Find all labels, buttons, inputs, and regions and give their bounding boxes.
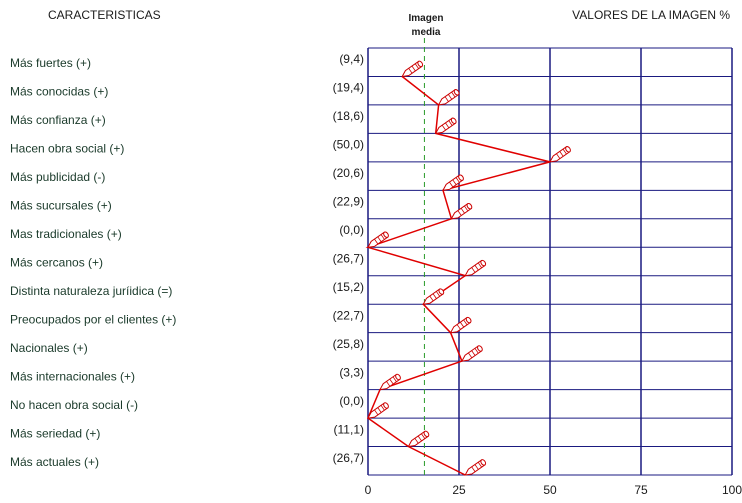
value-label: (26,7): [333, 451, 364, 465]
data-point-marker: [450, 202, 473, 220]
value-label: (25,8): [333, 337, 364, 351]
header-characteristics: CARACTERISTICAS: [48, 8, 161, 22]
category-label: No hacen obra social (-): [10, 398, 138, 412]
value-label: (11,1): [334, 422, 364, 436]
data-point-marker: [434, 117, 457, 135]
x-tick-label: 50: [543, 483, 557, 497]
x-tick-label: 25: [452, 483, 466, 497]
data-point-marker: [464, 259, 487, 277]
value-label: (9,4): [339, 52, 364, 66]
category-label: Más fuertes (+): [10, 56, 91, 70]
category-label: Distinta naturaleza juríidica (=): [10, 284, 172, 298]
data-point-marker: [549, 146, 571, 163]
x-tick-label: 100: [722, 483, 742, 497]
value-label: (26,7): [333, 252, 364, 266]
category-label: Más conocidas (+): [10, 85, 108, 99]
category-label: Más cercanos (+): [10, 256, 103, 270]
value-label: (18,6): [333, 109, 364, 123]
reference-label-line2: media: [411, 27, 441, 38]
x-tick-label: 75: [634, 483, 648, 497]
data-point-marker: [422, 288, 445, 305]
data-point-marker: [449, 316, 472, 334]
data-point-marker: [464, 459, 487, 476]
value-label: (19,4): [333, 81, 364, 95]
value-label: (15,2): [333, 280, 364, 294]
category-label: Preocupados por el clientes (+): [10, 312, 176, 326]
data-point-marker: [442, 174, 464, 191]
data-point-marker: [460, 345, 483, 362]
data-point-marker: [437, 89, 460, 106]
data-point-marker: [367, 402, 389, 419]
value-label: (0,0): [339, 394, 364, 408]
data-point-marker: [367, 231, 389, 248]
reference-label: Imagen media: [396, 12, 456, 40]
category-label: Más confianza (+): [10, 113, 106, 127]
value-label: (0,0): [339, 223, 364, 237]
reference-label-line1: Imagen: [408, 13, 444, 24]
x-tick-label: 0: [365, 483, 372, 497]
category-label: Más seriedad (+): [10, 426, 100, 440]
category-label: Más internacionales (+): [10, 369, 135, 383]
data-point-marker: [379, 373, 401, 391]
category-label: Hacen obra social (+): [10, 142, 124, 156]
category-label: Nacionales (+): [10, 341, 88, 355]
category-label: Más publicidad (-): [10, 170, 105, 184]
value-label: (50,0): [333, 138, 364, 152]
data-point-marker: [407, 430, 430, 448]
header-image-values: VALORES DE LA IMAGEN %: [572, 8, 730, 22]
category-label: Más actuales (+): [10, 455, 99, 469]
category-label: Más sucursales (+): [10, 199, 112, 213]
value-label: (3,3): [339, 365, 364, 379]
data-point-marker: [401, 60, 424, 78]
value-label: (22,7): [333, 308, 364, 322]
value-label: (22,9): [333, 195, 364, 209]
category-label: Mas tradicionales (+): [10, 227, 122, 241]
value-label: (20,6): [333, 166, 364, 180]
